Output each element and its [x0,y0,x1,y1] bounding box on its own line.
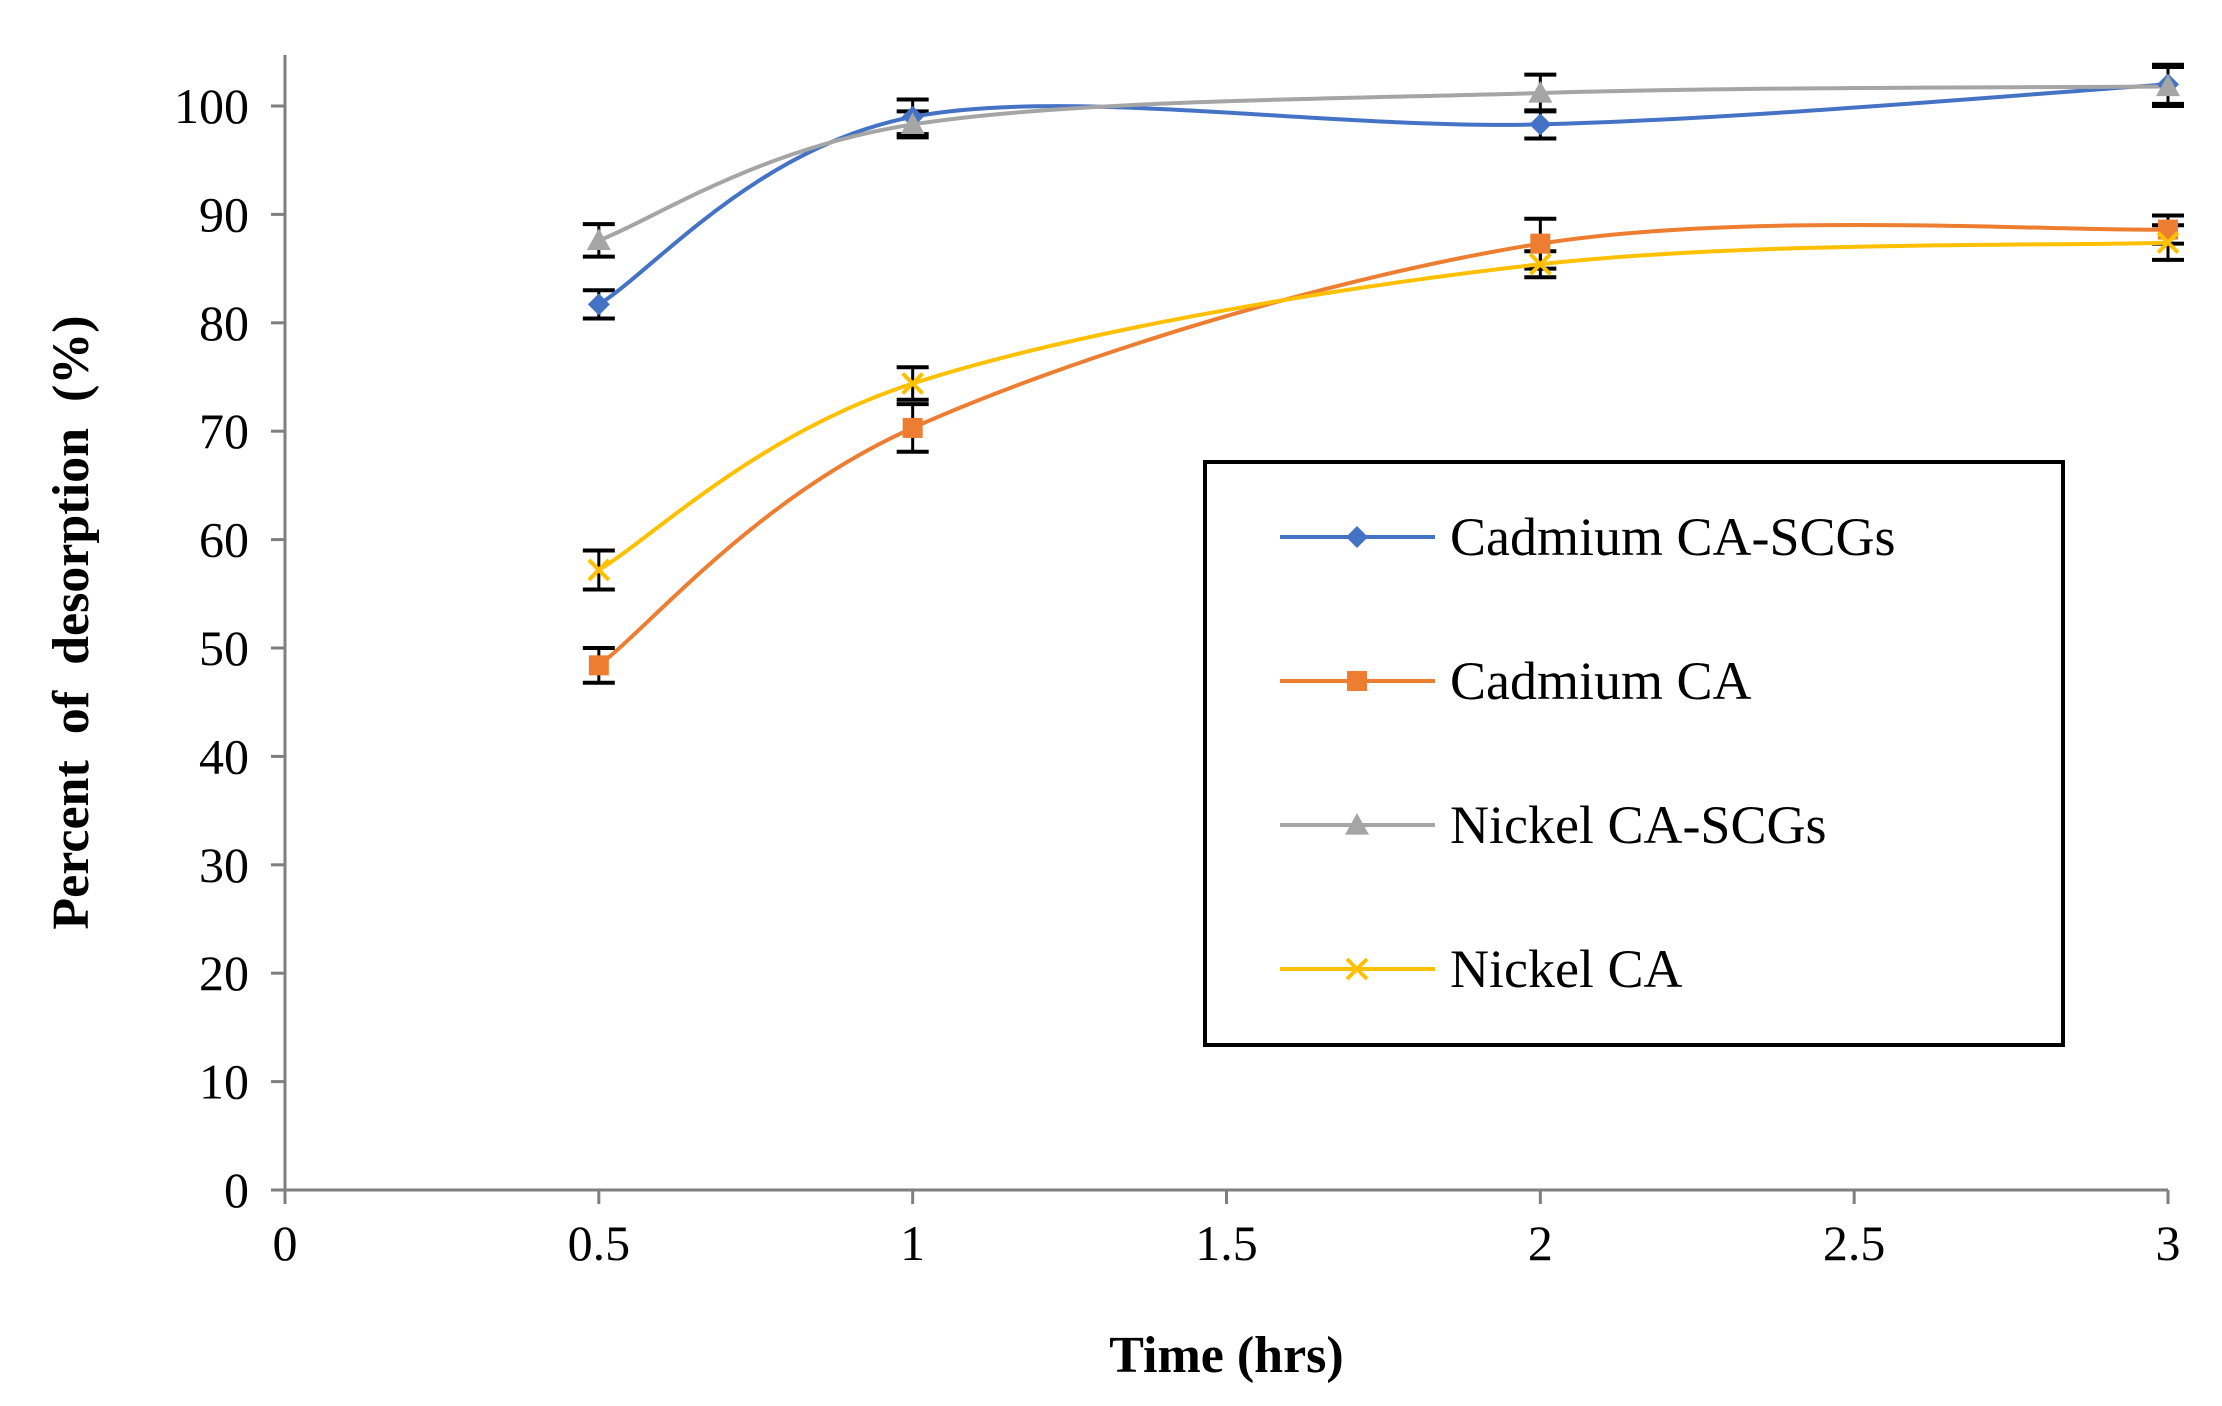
y-tick-label: 50 [199,620,249,676]
y-tick-label: 100 [174,78,249,134]
marker-stroke [1345,957,1369,981]
series-lines [597,82,2169,667]
data-point-cadmium-ca-scgs [1529,113,1552,136]
y-tick-label: 60 [199,512,249,568]
legend-item-cadmium-ca-scgs: Cadmium CA-SCGs [1280,507,1896,567]
data-point-nickel-ca [901,372,925,395]
legend-label: Cadmium CA [1450,651,1752,711]
data-point-cadmium-ca [902,417,923,438]
series-line-nickel-ca-scgs [598,84,2169,243]
y-tick-label: 80 [199,295,249,351]
y-axis-title: Percent of desorption (%) [43,315,100,929]
data-point-nickel-ca-scgs [1528,80,1553,103]
x-tick-label: 1.5 [1195,1215,1258,1271]
marker-stroke [587,558,611,582]
legend-label: Nickel CA-SCGs [1450,795,1827,855]
x-tick-label: 3 [2156,1215,2181,1271]
series-line-cadmium-ca-scgs [597,82,2169,307]
data-point-cadmium-ca [588,655,609,676]
x-tick-label: 0.5 [568,1215,631,1271]
y-tick-label: 40 [199,728,249,784]
y-tick-label: 10 [199,1054,249,1110]
legend-item-nickel-ca-scgs: Nickel CA-SCGs [1280,795,1827,855]
legend-marker [1347,671,1367,691]
legend-box [1203,460,2065,1047]
legend-item-nickel-ca: Nickel CA [1280,939,1682,999]
legend-item-cadmium-ca: Cadmium CA [1280,651,1752,711]
legend-label: Nickel CA [1450,939,1682,999]
y-tick-label: 0 [224,1162,249,1218]
x-tick-label: 1 [900,1215,925,1271]
data-point-nickel-ca-scgs [586,228,611,251]
data-point-nickel-ca [587,558,611,582]
x-tick-label: 2 [1528,1215,1553,1271]
x-tick-label: 2.5 [1823,1215,1886,1271]
x-tick-label: 0 [273,1215,298,1271]
series-line-nickel-ca [597,240,2169,572]
data-markers [586,73,2180,676]
legend-marker [1345,957,1369,981]
data-point-cadmium-ca [2158,219,2178,240]
y-tick-label: 70 [199,403,249,459]
data-point-nickel-ca-scgs [2156,74,2180,97]
legend-label: Cadmium CA-SCGs [1450,507,1896,567]
marker-stroke [1528,252,1552,276]
y-tick-label: 30 [199,837,249,893]
x-axis-title: Time (hrs) [1109,1327,1343,1384]
legend: Cadmium CA-SCGs Cadmium CA Nickel CA-SCGs N… [1203,460,2065,1047]
y-tick-label: 90 [199,186,249,242]
data-point-nickel-ca [2156,231,2180,254]
legend-marker [1345,813,1369,835]
marker-stroke [901,372,925,395]
data-point-nickel-ca-scgs [900,112,925,135]
data-point-cadmium-ca [1530,233,1551,254]
data-point-cadmium-ca-scgs [587,293,610,316]
y-tick-label: 20 [199,945,249,1001]
x-ticks: 0 0.5 1 1.5 2 2.5 3 [273,1190,2181,1271]
legend-marker [1346,526,1368,548]
legend-items: Cadmium CA-SCGs Cadmium CA Nickel CA-SCGs N… [1280,507,1896,999]
y-ticks: 0 10 20 30 40 50 60 70 80 90 100 [174,78,285,1218]
marker-stroke [2156,231,2180,254]
data-point-nickel-ca [1528,252,1552,276]
